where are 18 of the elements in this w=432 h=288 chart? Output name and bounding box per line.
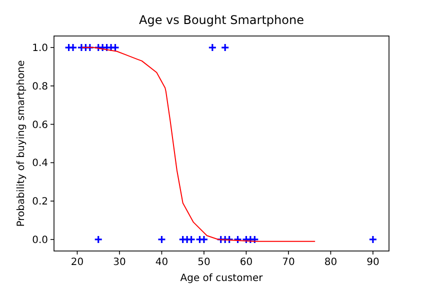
x-tick-label: 60	[240, 257, 253, 268]
x-tick-label: 70	[282, 257, 295, 268]
x-axis-title: Age of customer	[180, 273, 264, 284]
line-series	[81, 47, 316, 242]
x-tick-label: 40	[155, 257, 168, 268]
x-tick-label: 90	[366, 257, 380, 268]
x-tick-label: 50	[198, 257, 210, 268]
x-tick-label: 80	[324, 257, 338, 268]
chart-title: Age vs Bought Smartphone	[139, 13, 304, 27]
y-tick-label: 0.0	[32, 234, 48, 246]
y-tick-label: 1.0	[32, 43, 48, 54]
y-tick-label: 0.2	[32, 196, 48, 208]
y-axis-title: Probability of buying smartphone	[16, 60, 27, 227]
x-tick-label: 20	[70, 257, 84, 268]
y-tick-label: 0.4	[32, 158, 48, 170]
y-tick-label: 0.8	[32, 81, 48, 92]
x-tick-label: 30	[113, 257, 126, 268]
y-tick-label: 0.6	[32, 120, 48, 131]
